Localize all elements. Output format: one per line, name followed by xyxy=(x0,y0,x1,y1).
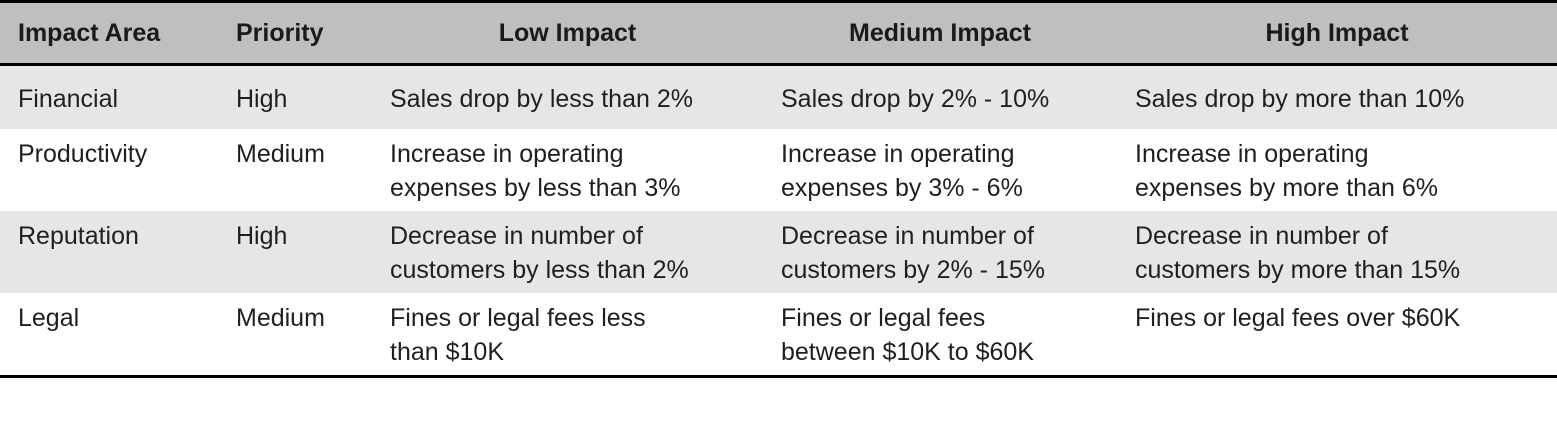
cell-text-line: Sales drop by more than 10% xyxy=(1135,85,1465,113)
cell-text-line: customers by less than 2% xyxy=(390,255,689,284)
table-body: Financial High Sales drop by less than 2… xyxy=(0,64,1557,377)
cell-high-impact: Increase in operating expenses by more t… xyxy=(1117,129,1557,211)
cell-text-line: between $10K to $60K xyxy=(781,337,1034,366)
header-row: Impact Area Priority Low Impact Medium I… xyxy=(0,1,1557,65)
table-row: Financial High Sales drop by less than 2… xyxy=(0,64,1557,129)
cell-text-line: Increase in operating xyxy=(390,139,624,168)
cell-text-line: than $10K xyxy=(390,337,504,366)
table-header: Impact Area Priority Low Impact Medium I… xyxy=(0,1,1557,65)
cell-text-line: Decrease in number of xyxy=(390,221,643,250)
cell-low-impact: Sales drop by less than 2% xyxy=(372,65,763,129)
cell-impact-area: Legal xyxy=(18,303,80,332)
cell-text-line: Fines or legal fees xyxy=(781,303,986,332)
header-priority: Priority xyxy=(236,18,324,47)
cell-high-impact: Decrease in number of customers by more … xyxy=(1117,211,1557,293)
cell-text-line: customers by 2% - 15% xyxy=(781,255,1045,284)
cell-impact-area: Financial xyxy=(18,85,119,113)
cell-low-impact: Increase in operating expenses by less t… xyxy=(372,129,763,211)
cell-high-impact: Sales drop by more than 10% xyxy=(1117,65,1557,129)
cell-low-impact: Fines or legal fees less than $10K xyxy=(372,293,763,377)
cell-text-line: Sales drop by less than 2% xyxy=(390,85,693,113)
cell-impact-area: Productivity xyxy=(18,139,148,168)
cell-high-impact: Fines or legal fees over $60K xyxy=(1117,293,1557,377)
header-high-impact: High Impact xyxy=(1265,18,1409,47)
cell-medium-impact: Decrease in number of customers by 2% - … xyxy=(763,211,1117,293)
cell-text-line: Fines or legal fees less xyxy=(390,303,646,332)
impact-table: Impact Area Priority Low Impact Medium I… xyxy=(0,1,1557,377)
cell-text-line: expenses by less than 3% xyxy=(390,173,681,202)
cell-text-line: expenses by more than 6% xyxy=(1135,173,1438,202)
cell-text-line: Decrease in number of xyxy=(1135,221,1388,250)
cell-medium-impact: Sales drop by 2% - 10% xyxy=(763,65,1117,129)
cell-text-line: Sales drop by 2% - 10% xyxy=(781,85,1050,113)
table-row: Reputation High Decrease in number of cu… xyxy=(0,210,1557,293)
cell-medium-impact: Increase in operating expenses by 3% - 6… xyxy=(763,129,1117,211)
cell-text-line: Fines or legal fees over $60K xyxy=(1135,303,1461,332)
header-impact-area: Impact Area xyxy=(18,18,161,47)
cell-priority: Medium xyxy=(236,139,325,168)
cell-priority: High xyxy=(236,221,288,250)
cell-text-line: Increase in operating xyxy=(781,139,1015,168)
cell-text-line: Increase in operating xyxy=(1135,139,1369,168)
cell-low-impact: Decrease in number of customers by less … xyxy=(372,211,763,293)
table-row: Productivity Medium Increase in operatin… xyxy=(0,128,1557,211)
cell-priority: Medium xyxy=(236,303,325,332)
cell-impact-area: Reputation xyxy=(18,221,139,250)
table-row: Legal Medium Fines or legal fees less th… xyxy=(0,292,1557,377)
cell-text-line: expenses by 3% - 6% xyxy=(781,173,1023,202)
cell-text-line: Decrease in number of xyxy=(781,221,1034,250)
cell-medium-impact: Fines or legal fees between $10K to $60K xyxy=(763,293,1117,377)
header-medium-impact: Medium Impact xyxy=(849,18,1031,47)
cell-priority: High xyxy=(236,85,288,113)
cell-text-line: customers by more than 15% xyxy=(1135,255,1461,284)
header-low-impact: Low Impact xyxy=(498,18,637,47)
